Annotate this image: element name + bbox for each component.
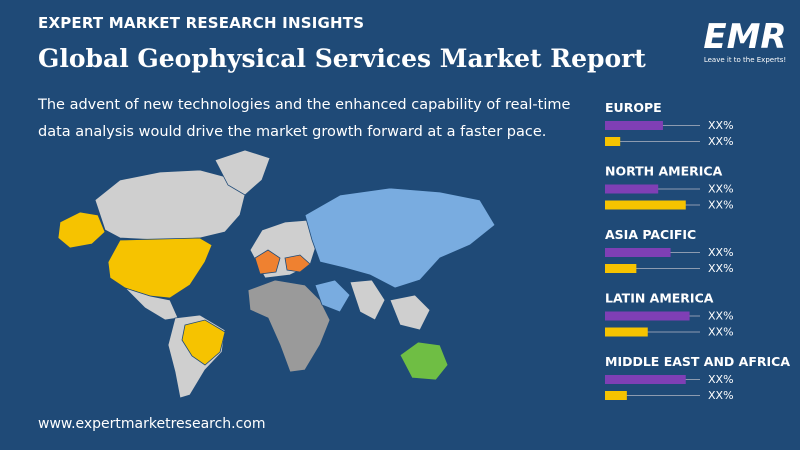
- bar-label: XX%: [708, 135, 734, 148]
- bar-label: XX%: [708, 373, 734, 386]
- region-name: NORTH AMERICA: [605, 164, 723, 179]
- bar: [605, 375, 686, 384]
- brazil: [181, 319, 226, 366]
- australia: [399, 341, 449, 381]
- logo-text: EMR: [703, 17, 787, 57]
- canada: [94, 169, 246, 241]
- bar: [605, 311, 690, 321]
- alaska: [57, 211, 106, 249]
- bar-label: XX%: [708, 183, 734, 196]
- region-name: EUROPE: [605, 100, 662, 115]
- europe-markets: [254, 249, 281, 275]
- russia-asia: [304, 187, 496, 289]
- africa: [247, 279, 331, 373]
- url: www.expertmarketresearch.com: [38, 416, 266, 432]
- region-name: ASIA PACIFIC: [605, 227, 696, 242]
- region-name: MIDDLE EAST AND AFRICA: [605, 354, 790, 369]
- bar: [605, 327, 648, 337]
- greenland: [214, 149, 271, 196]
- bar: [605, 200, 686, 210]
- bar-label: XX%: [708, 199, 734, 212]
- south-asia: [349, 279, 386, 321]
- bar: [605, 248, 671, 257]
- bar-label: XX%: [708, 310, 734, 323]
- bar: [605, 264, 637, 273]
- bar: [605, 121, 663, 130]
- middle-east: [314, 279, 351, 313]
- region-bars: EUROPE XX% XX% NORTH AMERICA XX% XX% ASIA PACI…: [605, 100, 790, 402]
- southeast-asia: [389, 294, 431, 331]
- world-map: [57, 149, 496, 399]
- bar: [605, 184, 659, 194]
- kicker: EXPERT MARKET RESEARCH INSIGHTS: [38, 14, 365, 32]
- bar-label: XX%: [708, 262, 734, 275]
- bar: [605, 137, 621, 146]
- title: Global Geophysical Services Market Repor…: [38, 44, 646, 73]
- logo-tagline: Leave it to the Experts!: [703, 56, 787, 64]
- logo: EMR Leave it to the Experts!: [700, 18, 790, 78]
- europe-markets-2: [284, 254, 311, 273]
- bar: [605, 391, 627, 400]
- bar-label: XX%: [708, 246, 734, 259]
- description: The advent of new technologies and the e…: [38, 97, 571, 140]
- bar-label: XX%: [708, 326, 734, 339]
- usa: [107, 237, 213, 299]
- region-name: LATIN AMERICA: [605, 291, 714, 306]
- bar-label: XX%: [708, 119, 734, 132]
- bar-label: XX%: [708, 389, 734, 402]
